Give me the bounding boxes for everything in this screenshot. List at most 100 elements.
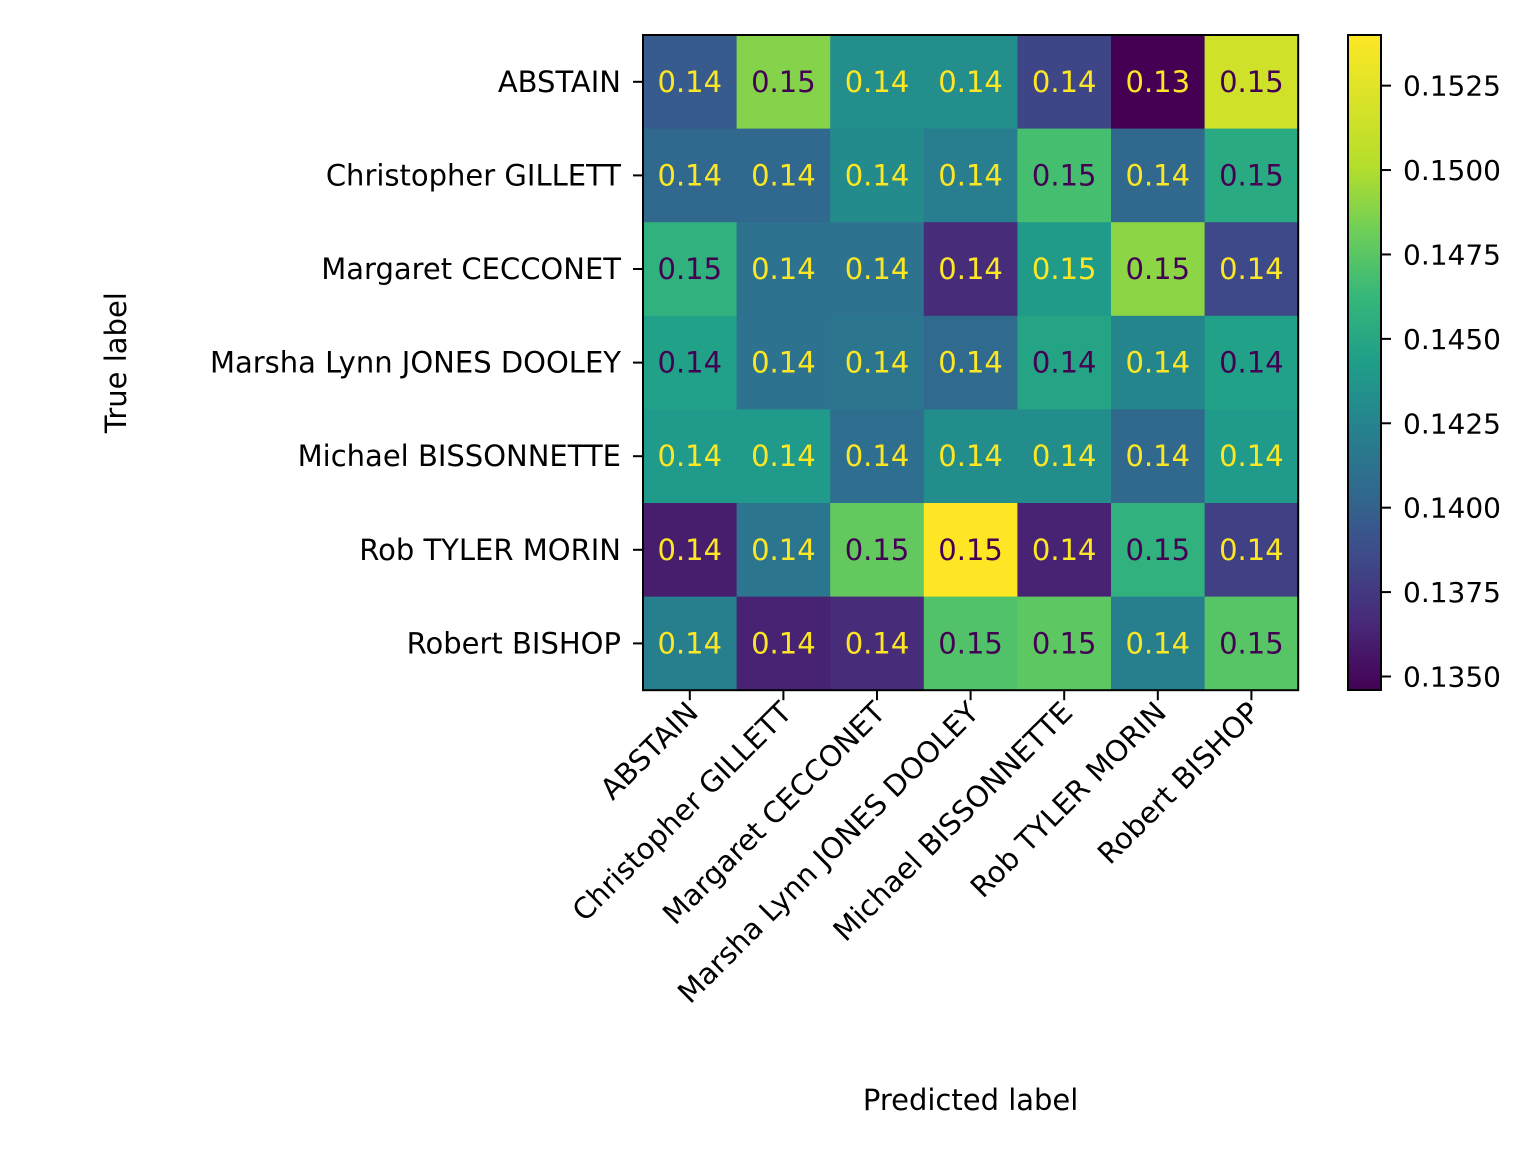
heatmap-cell [1111, 596, 1206, 691]
heatmap-cell [1204, 596, 1299, 691]
heatmap-cell [830, 128, 925, 223]
heatmap-cell [923, 503, 1018, 598]
heatmap-cell [923, 409, 1018, 504]
heatmap-cell [1017, 315, 1112, 410]
colorbar-tick-label: 0.1500 [1403, 154, 1501, 187]
heatmap-cell [1017, 596, 1112, 691]
heatmap-cell [643, 128, 738, 223]
heatmap-cell [1111, 315, 1206, 410]
heatmap-cells [643, 35, 1299, 691]
cell-value-label: 0.14 [751, 158, 816, 192]
cell-value-label: 0.14 [845, 65, 910, 99]
y-tick-label: Christopher GILLETT [326, 158, 621, 192]
heatmap-cell [736, 315, 831, 410]
heatmap-cell [923, 128, 1018, 223]
y-tick-label: ABSTAIN [498, 65, 621, 99]
cell-value-label: 0.14 [658, 346, 723, 380]
y-axis-ticks: ABSTAIN Christopher GILLETT Margaret CECCO… [210, 65, 643, 660]
cell-value-label: 0.14 [658, 158, 723, 192]
colorbar-ticks: 0.1350 0.1375 0.1400 0.1425 0.1450 0.1475 0.15… [1381, 70, 1501, 693]
cell-value-label: 0.15 [938, 533, 1003, 567]
heatmap-cell [643, 222, 738, 317]
cell-value-label: 0.14 [845, 439, 910, 473]
cell-value-label: 0.14 [845, 158, 910, 192]
heatmap-cell [1017, 222, 1112, 317]
cell-value-label: 0.15 [1032, 252, 1097, 286]
cell-value-label: 0.15 [1219, 65, 1284, 99]
colorbar-frame [1347, 34, 1382, 691]
cell-value-label: 0.14 [1032, 65, 1097, 99]
cell-value-label: 0.14 [1032, 439, 1097, 473]
colorbar-tick-label: 0.1350 [1403, 660, 1501, 693]
colorbar [1348, 35, 1381, 690]
cell-value-label: 0.14 [1219, 439, 1284, 473]
heatmap-cell [736, 35, 831, 130]
colorbar-tick-label: 0.1425 [1403, 407, 1501, 440]
cell-value-label: 0.14 [658, 626, 723, 660]
heatmap-cell [1017, 35, 1112, 130]
heatmap-cell [923, 35, 1018, 130]
cell-value-label: 0.14 [751, 252, 816, 286]
cell-value-label: 0.14 [1126, 346, 1191, 380]
cell-value-label: 0.15 [938, 626, 1003, 660]
heatmap-cell [1204, 315, 1299, 410]
cell-value-label: 0.15 [658, 252, 723, 286]
cell-value-label: 0.14 [1032, 533, 1097, 567]
heatmap-cell [736, 596, 831, 691]
cell-value-label: 0.14 [751, 439, 816, 473]
cell-value-label: 0.14 [751, 626, 816, 660]
heatmap-cell [830, 503, 925, 598]
y-tick-label: Michael BISSONNETTE [298, 439, 621, 473]
cell-value-label: 0.14 [938, 158, 1003, 192]
heatmap-cell [830, 35, 925, 130]
heatmap-cell [1017, 409, 1112, 504]
heatmap-cell [736, 409, 831, 504]
cell-value-label: 0.14 [938, 346, 1003, 380]
cell-value-label: 0.15 [1219, 158, 1284, 192]
cell-value-label: 0.14 [658, 65, 723, 99]
heatmap-cell [923, 222, 1018, 317]
colorbar-tick-label: 0.1525 [1403, 70, 1501, 103]
cell-value-label: 0.15 [845, 533, 910, 567]
heatmap-cell [830, 409, 925, 504]
cell-value-label: 0.14 [845, 626, 910, 660]
cell-value-label: 0.15 [1032, 626, 1097, 660]
y-axis-title: True label [99, 292, 133, 434]
y-tick-label: Robert BISHOP [407, 626, 621, 660]
heatmap-cell [1204, 128, 1299, 223]
heatmap-cell [1204, 222, 1299, 317]
cell-value-label: 0.13 [1126, 65, 1191, 99]
cell-value-label: 0.14 [1126, 439, 1191, 473]
colorbar-tick-label: 0.1475 [1403, 238, 1501, 271]
heatmap-cell [643, 596, 738, 691]
heatmap-cell [1204, 503, 1299, 598]
heatmap-cell [1111, 222, 1206, 317]
cell-value-label: 0.15 [1032, 158, 1097, 192]
cell-value-label: 0.15 [1126, 533, 1191, 567]
cell-value-label: 0.14 [1126, 626, 1191, 660]
heatmap-cell [643, 503, 738, 598]
heatmap-cell [736, 503, 831, 598]
y-tick-label: Margaret CECCONET [321, 252, 621, 286]
cell-value-label: 0.14 [658, 439, 723, 473]
y-tick-label: Rob TYLER MORIN [359, 533, 621, 567]
heatmap-cell [643, 315, 738, 410]
cell-value-label: 0.14 [938, 252, 1003, 286]
cell-value-label: 0.15 [1219, 626, 1284, 660]
heatmap-cell-labels: 0.14 0.15 0.14 0.14 0.14 0.13 0.15 0.14 0.14 0.14… [658, 65, 1284, 661]
cell-value-label: 0.14 [1219, 533, 1284, 567]
heatmap-cell [923, 315, 1018, 410]
y-tick-label: Marsha Lynn JONES DOOLEY [210, 346, 621, 380]
heatmap-cell [1111, 409, 1206, 504]
heatmap-cell [1204, 409, 1299, 504]
heatmap-cell [1111, 503, 1206, 598]
colorbar-tick-label: 0.1375 [1403, 576, 1501, 609]
heatmap-cell [1204, 35, 1299, 130]
cell-value-label: 0.15 [1126, 252, 1191, 286]
heatmap-cell [1017, 128, 1112, 223]
cell-value-label: 0.14 [845, 252, 910, 286]
heatmap-cell [736, 222, 831, 317]
colorbar-tick-label: 0.1400 [1403, 492, 1501, 525]
heatmap-cell [830, 315, 925, 410]
cell-value-label: 0.15 [751, 65, 816, 99]
